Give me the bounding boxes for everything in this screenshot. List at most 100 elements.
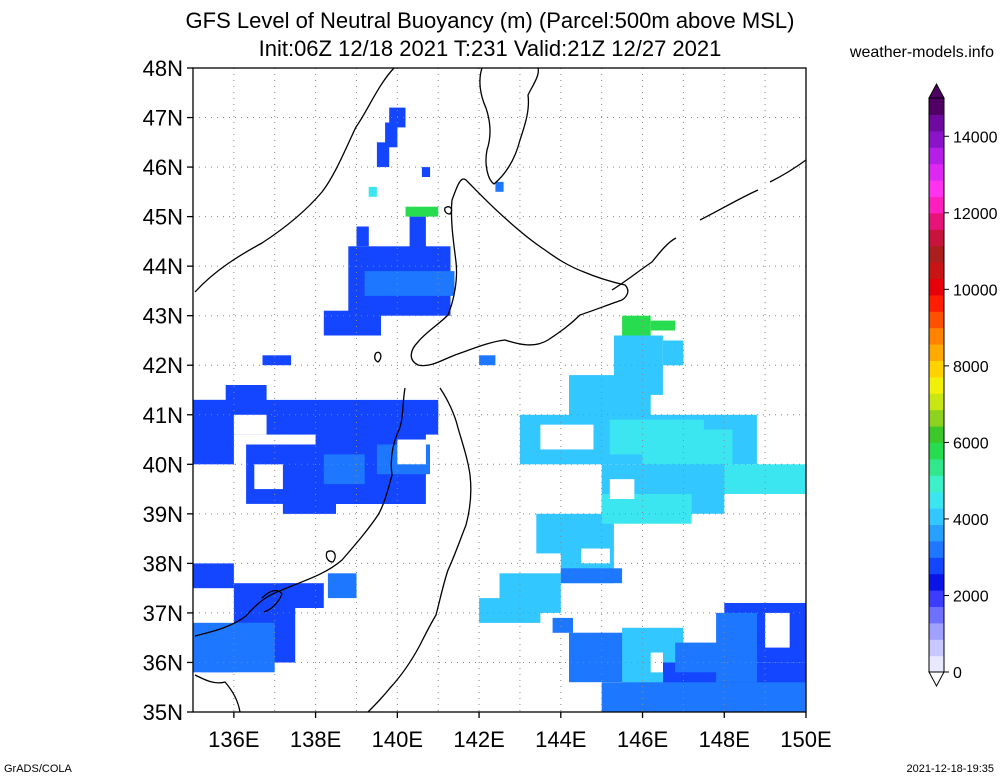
colorbar-segment <box>929 393 944 411</box>
colorbar-label: 12000 <box>953 206 998 223</box>
coastlines <box>194 67 807 713</box>
colorbar-top-arrow <box>928 82 945 99</box>
map-grid <box>193 68 806 712</box>
colorbar-segment <box>929 130 944 148</box>
colorbar-segment <box>929 376 944 394</box>
field-cell <box>262 355 292 366</box>
field-cell <box>364 271 455 296</box>
colorbar-segment <box>929 573 944 591</box>
colorbar-segment <box>929 508 944 525</box>
chart-title-line1: GFS Level of Neutral Buoyancy (m) (Parce… <box>185 8 795 33</box>
colorbar-segment <box>929 475 944 493</box>
colorbar-segment <box>929 294 944 312</box>
colorbar-label: 6000 <box>953 435 989 452</box>
lon-tick-label: 140E <box>372 727 423 752</box>
colorbar-segment <box>929 557 944 575</box>
lat-tick-label: 42N <box>143 353 183 378</box>
field-cell <box>323 310 381 336</box>
field-cell <box>409 404 439 420</box>
lat-axis: 35N 36N 37N 38N 39N 40N 41N 42N 43N 44N 45N 46N 47N 4… <box>143 56 193 725</box>
footer-left: GrADS/COLA <box>4 763 72 775</box>
field-cell <box>663 340 684 366</box>
lon-tick-label: 138E <box>290 727 341 752</box>
colorbar-bottom-arrow <box>928 671 945 688</box>
lon-tick-label: 144E <box>535 727 586 752</box>
colorbar-segment <box>929 262 944 279</box>
field-cell <box>376 142 390 168</box>
colorbar-segment <box>929 196 944 214</box>
lon-axis: 136E 138E 140E 142E 144E 146E 148E 150E <box>208 712 832 752</box>
field-cell <box>323 454 365 485</box>
colorbar-segment <box>929 360 944 378</box>
colorbar-label: 4000 <box>953 512 989 529</box>
colorbar-segment <box>929 655 944 673</box>
lat-tick-label: 35N <box>143 700 183 725</box>
field-cell <box>613 335 663 395</box>
colorbar-segment <box>929 426 944 443</box>
colorbar-segment <box>929 212 944 230</box>
colorbar-segment <box>929 491 944 509</box>
lat-tick-label: 43N <box>143 304 183 329</box>
colorbar-segment <box>929 442 944 460</box>
field-cell <box>479 355 496 366</box>
lat-tick-label: 48N <box>143 56 183 81</box>
colorbar-segment <box>929 327 944 345</box>
lat-tick-label: 38N <box>143 551 183 576</box>
field-cell <box>225 385 267 415</box>
coast-honshu-east <box>367 387 472 713</box>
coast-kurils <box>611 159 807 291</box>
colorbar-segment <box>929 590 944 607</box>
colorbar-segment <box>929 311 944 329</box>
colorbar-segment <box>929 114 944 132</box>
colorbar-segment <box>929 98 944 115</box>
lon-tick-label: 146E <box>617 727 668 752</box>
colorbar: 0 2000 4000 6000 8000 10000 12000 14000 <box>928 82 998 688</box>
colorbar-label: 0 <box>953 665 962 682</box>
field-cell <box>560 568 623 584</box>
colorbar-segment <box>929 163 944 181</box>
field-cell <box>675 642 733 673</box>
field-cell <box>479 598 541 623</box>
lon-tick-label: 148E <box>699 727 750 752</box>
colorbar-label: 2000 <box>953 588 989 605</box>
colorbar-segment <box>929 606 944 624</box>
lon-tick-label: 136E <box>208 727 259 752</box>
coast-south <box>194 674 241 713</box>
lat-tick-label: 45N <box>143 205 183 230</box>
colorbar-segment <box>929 524 944 542</box>
field-cell <box>193 563 234 589</box>
field-cell <box>642 429 733 465</box>
field-cell <box>716 464 806 494</box>
colorbar-segment <box>929 180 944 197</box>
colorbar-segment <box>929 229 944 247</box>
field-cell <box>327 573 357 599</box>
colorbar-segment <box>929 409 944 427</box>
colorbar-segment <box>929 458 944 476</box>
field-cell <box>385 122 398 148</box>
colorbar-label: 14000 <box>953 129 998 146</box>
lat-tick-label: 47N <box>143 106 183 131</box>
lat-tick-label: 39N <box>143 502 183 527</box>
coast-rishiri <box>444 206 453 215</box>
chart-title-line2: Init:06Z 12/18 2021 T:231 Valid:21Z 12/2… <box>258 36 722 61</box>
field-cell <box>622 315 651 336</box>
lon-tick-label: 150E <box>780 727 831 752</box>
field-cell <box>552 617 573 633</box>
field-cell <box>650 320 676 331</box>
coast-honshu-west <box>194 387 406 637</box>
field-cell <box>421 167 431 177</box>
footer-right: 2021-12-18-19:35 <box>906 763 994 775</box>
credit-label: weather-models.info <box>849 44 994 61</box>
colorbar-segment <box>929 278 944 296</box>
colorbar-segment <box>929 622 944 640</box>
coast-okushiri <box>374 351 382 363</box>
buoyancy-field <box>193 107 806 712</box>
lon-tick-label: 142E <box>453 727 504 752</box>
coast-noto <box>261 589 283 613</box>
coast-sado <box>325 550 336 563</box>
field-cell <box>405 206 439 217</box>
field-cell <box>409 216 426 252</box>
colorbar-segment <box>929 147 944 165</box>
lat-tick-label: 41N <box>143 403 183 428</box>
